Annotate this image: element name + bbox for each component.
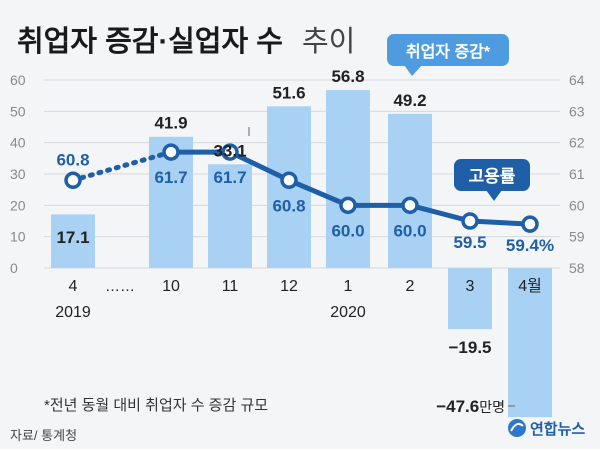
right-axis: 58 59 60 61 62 63 64 <box>569 72 585 276</box>
bar-value-label: 56.8 <box>331 67 364 86</box>
category-label: 4월 <box>518 277 542 295</box>
brand-name: 연합뉴스 <box>530 421 585 438</box>
bar <box>448 268 492 330</box>
rate-value-labels: 60.8 61.7 61.7 60.8 60.0 60.0 59.5 59.4% <box>56 150 554 255</box>
bar-value-label: 41.9 <box>154 114 187 133</box>
right-tick-label: 60 <box>569 197 585 213</box>
category-label: 1 <box>344 278 353 295</box>
rate-badge: 고용률 <box>454 159 530 201</box>
right-tick-label: 59 <box>569 229 585 245</box>
rate-value-label: 59.5 <box>453 233 486 252</box>
bar-unit: 만명 <box>479 399 505 415</box>
category-label: 12 <box>280 278 298 295</box>
rate-value-label: 60.8 <box>272 196 305 215</box>
rate-value-label: 60.8 <box>56 150 89 169</box>
right-tick-label: 58 <box>569 260 585 276</box>
bar-value-label: 17.1 <box>56 228 89 247</box>
right-tick-label: 63 <box>569 103 585 119</box>
category-label: 10 <box>162 278 180 295</box>
right-tick-label: 62 <box>569 135 585 151</box>
brand-logo: 연합뉴스 <box>508 419 585 438</box>
year-label: 2020 <box>330 304 366 321</box>
left-tick-label: 20 <box>10 197 26 213</box>
source: 자료/ 통계청 <box>10 428 77 443</box>
rate-value-label: 60.0 <box>393 221 426 240</box>
title-light: 추이 <box>302 26 355 58</box>
footnote: *전년 동월 대비 취업자 수 증감 규모 <box>44 397 268 414</box>
rate-line-dotted-segment <box>70 149 174 183</box>
bar <box>51 214 95 268</box>
rate-point <box>521 215 539 233</box>
category-label: 4 <box>69 278 78 295</box>
left-axis: 0 10 20 30 40 50 60 <box>10 72 26 276</box>
bar <box>508 268 552 418</box>
right-tick-label: 61 <box>569 166 585 182</box>
rate-value-label: 61.7 <box>213 168 246 187</box>
bar-value-label: 33.1 <box>213 141 246 160</box>
bar-value-label: 51.6 <box>272 83 305 102</box>
rate-value-label: 61.7 <box>154 168 187 187</box>
gap-ellipsis: …… <box>105 278 135 295</box>
rate-line-layer <box>64 143 539 233</box>
bar <box>326 90 370 269</box>
bars-badge: 취업자 증감* <box>387 34 509 76</box>
bar-value-label: −47.6만명 <box>436 397 505 416</box>
rate-badge-label: 고용률 <box>469 167 516 186</box>
rate-point <box>64 171 82 190</box>
bars-layer <box>51 90 552 418</box>
rate-point <box>221 143 239 161</box>
left-tick-label: 0 <box>10 260 18 276</box>
right-tick-label: 64 <box>569 72 585 88</box>
brand-icon <box>508 419 526 437</box>
category-label: 3 <box>466 278 475 295</box>
rate-point <box>401 196 419 215</box>
left-tick-label: 10 <box>10 229 26 245</box>
bar <box>388 113 432 268</box>
left-tick-label: 60 <box>10 72 26 88</box>
rate-value-label: 60.0 <box>331 221 364 240</box>
left-tick-label: 30 <box>10 166 26 182</box>
left-tick-label: 50 <box>10 103 26 119</box>
left-tick-label: 40 <box>10 135 26 151</box>
bar-value-labels: 17.1 41.9 33.1 51.6 56.8 49.2 −19.5 −47.6만명 <box>56 67 515 416</box>
bar <box>208 164 252 268</box>
bars-badge-label: 취업자 증감* <box>406 42 491 61</box>
bar-value-label: 49.2 <box>393 91 426 110</box>
category-label: 11 <box>222 278 239 295</box>
rate-point <box>162 143 180 161</box>
rate-point <box>461 212 479 230</box>
rate-point <box>339 196 357 215</box>
category-label: 2 <box>406 278 415 295</box>
rate-point <box>280 171 298 190</box>
title-bold: 취업자 증감·실업자 수 <box>17 25 283 58</box>
year-label: 2019 <box>55 304 91 321</box>
rate-value-label: 59.4% <box>506 236 554 255</box>
bar-value-label: −19.5 <box>448 338 491 357</box>
